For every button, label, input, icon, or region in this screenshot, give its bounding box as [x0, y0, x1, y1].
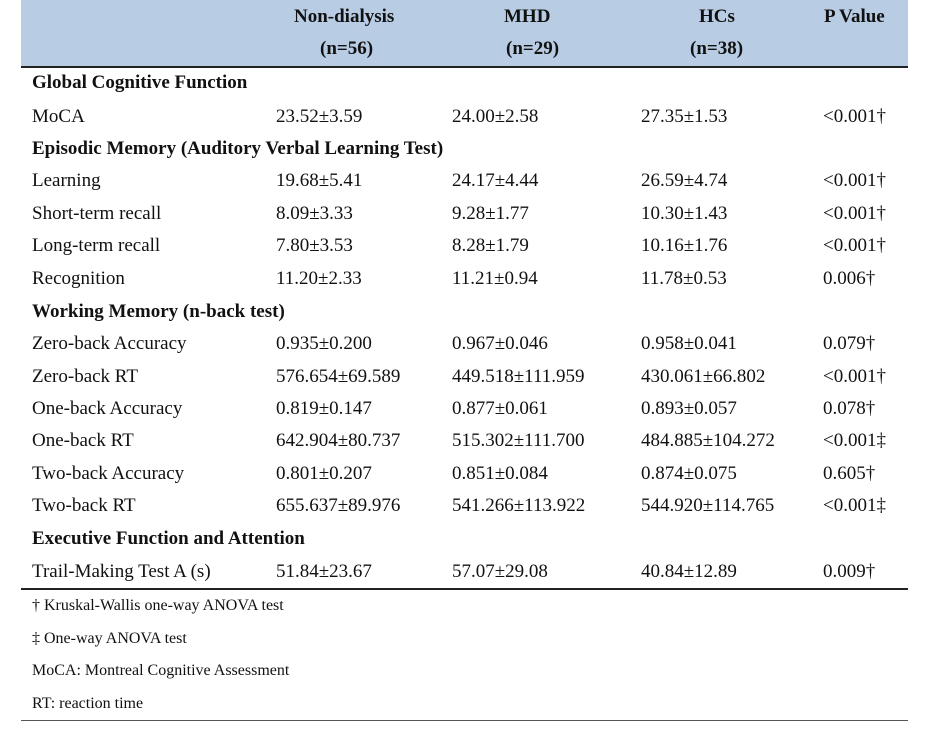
cell-non-dialysis: 576.654±69.589 [276, 366, 401, 387]
cell-hcs: 0.874±0.075 [641, 463, 737, 484]
cell-p-value: <0.001‡ [823, 430, 886, 451]
cell-p-value: 0.078† [823, 398, 876, 419]
section-title: Global Cognitive Function [32, 72, 248, 93]
cell-non-dialysis: 11.20±2.33 [276, 268, 362, 289]
cell-p-value: <0.001† [823, 366, 886, 387]
cell-non-dialysis: 51.84±23.67 [276, 561, 372, 582]
cell-mhd: 449.518±111.959 [452, 366, 585, 387]
cell-p-value: <0.001‡ [823, 495, 886, 516]
cell-mhd: 11.21±0.94 [452, 268, 538, 289]
cell-mhd: 57.07±29.08 [452, 561, 548, 582]
cell-non-dialysis: 8.09±3.33 [276, 203, 353, 224]
cell-mhd: 541.266±113.922 [452, 495, 586, 516]
cell-p-value: 0.605† [823, 463, 876, 484]
row-label: Zero-back RT [32, 366, 138, 387]
cell-hcs: 27.35±1.53 [641, 106, 728, 127]
cell-mhd: 515.302±111.700 [452, 430, 585, 451]
cell-p-value: 0.006† [823, 268, 876, 289]
section-title: Executive Function and Attention [32, 528, 305, 549]
row-label: Zero-back Accuracy [32, 333, 187, 354]
cell-non-dialysis: 7.80±3.53 [276, 235, 353, 256]
cell-non-dialysis: 655.637±89.976 [276, 495, 401, 516]
row-label: Long-term recall [32, 235, 161, 256]
header-non-dialysis-n: (n=56) [320, 38, 374, 59]
cell-non-dialysis: 0.819±0.147 [276, 398, 372, 419]
cell-mhd: 0.851±0.084 [452, 463, 548, 484]
header-hcs-n: (n=38) [690, 38, 744, 59]
cell-mhd: 0.877±0.061 [452, 398, 548, 419]
table-header-band [21, 0, 908, 66]
cell-hcs: 40.84±12.89 [641, 561, 737, 582]
footnote: † Kruskal-Wallis one-way ANOVA test [32, 597, 284, 614]
row-label: Two-back Accuracy [32, 463, 185, 484]
cell-non-dialysis: 0.801±0.207 [276, 463, 372, 484]
cell-mhd: 0.967±0.046 [452, 333, 548, 354]
section-title: Working Memory (n-back test) [32, 301, 285, 322]
header-mhd-n: (n=29) [506, 38, 560, 59]
cell-mhd: 8.28±1.79 [452, 235, 529, 256]
footnote: ‡ One-way ANOVA test [32, 630, 187, 647]
row-label: One-back Accuracy [32, 398, 183, 419]
header-hcs: HCs [699, 6, 735, 27]
cell-non-dialysis: 23.52±3.59 [276, 106, 363, 127]
cell-hcs: 10.16±1.76 [641, 235, 728, 256]
table-bottom-rule [21, 588, 908, 590]
cell-mhd: 24.00±2.58 [452, 106, 539, 127]
cell-mhd: 9.28±1.77 [452, 203, 529, 224]
cell-mhd: 24.17±4.44 [452, 170, 539, 191]
cell-p-value: 0.009† [823, 561, 876, 582]
footnote: RT: reaction time [32, 695, 144, 712]
footnote-bottom-rule [21, 720, 908, 721]
header-bottom-rule [21, 66, 908, 68]
cell-hcs: 484.885±104.272 [641, 430, 775, 451]
header-non-dialysis: Non-dialysis [294, 6, 395, 27]
row-label: Short-term recall [32, 203, 162, 224]
cell-hcs: 10.30±1.43 [641, 203, 728, 224]
footnote: MoCA: Montreal Cognitive Assessment [32, 662, 290, 679]
cell-hcs: 26.59±4.74 [641, 170, 728, 191]
row-label: Two-back RT [32, 495, 136, 516]
row-label: One-back RT [32, 430, 134, 451]
cell-p-value: 0.079† [823, 333, 876, 354]
cell-p-value: <0.001† [823, 203, 886, 224]
cell-p-value: <0.001† [823, 106, 886, 127]
cell-hcs: 430.061±66.802 [641, 366, 766, 387]
header-p-value: P Value [824, 6, 885, 27]
cell-hcs: 0.893±0.057 [641, 398, 737, 419]
cell-non-dialysis: 19.68±5.41 [276, 170, 363, 191]
cell-non-dialysis: 0.935±0.200 [276, 333, 372, 354]
cell-non-dialysis: 642.904±80.737 [276, 430, 401, 451]
cell-hcs: 11.78±0.53 [641, 268, 727, 289]
cell-hcs: 0.958±0.041 [641, 333, 737, 354]
cell-p-value: <0.001† [823, 170, 886, 191]
section-title: Episodic Memory (Auditory Verbal Learnin… [32, 138, 444, 159]
row-label: Learning [32, 170, 101, 191]
row-label: Trail-Making Test A (s) [32, 561, 211, 582]
row-label: MoCA [32, 106, 85, 127]
cell-hcs: 544.920±114.765 [641, 495, 775, 516]
cell-p-value: <0.001† [823, 235, 886, 256]
header-mhd: MHD [504, 6, 551, 27]
row-label: Recognition [32, 268, 125, 289]
